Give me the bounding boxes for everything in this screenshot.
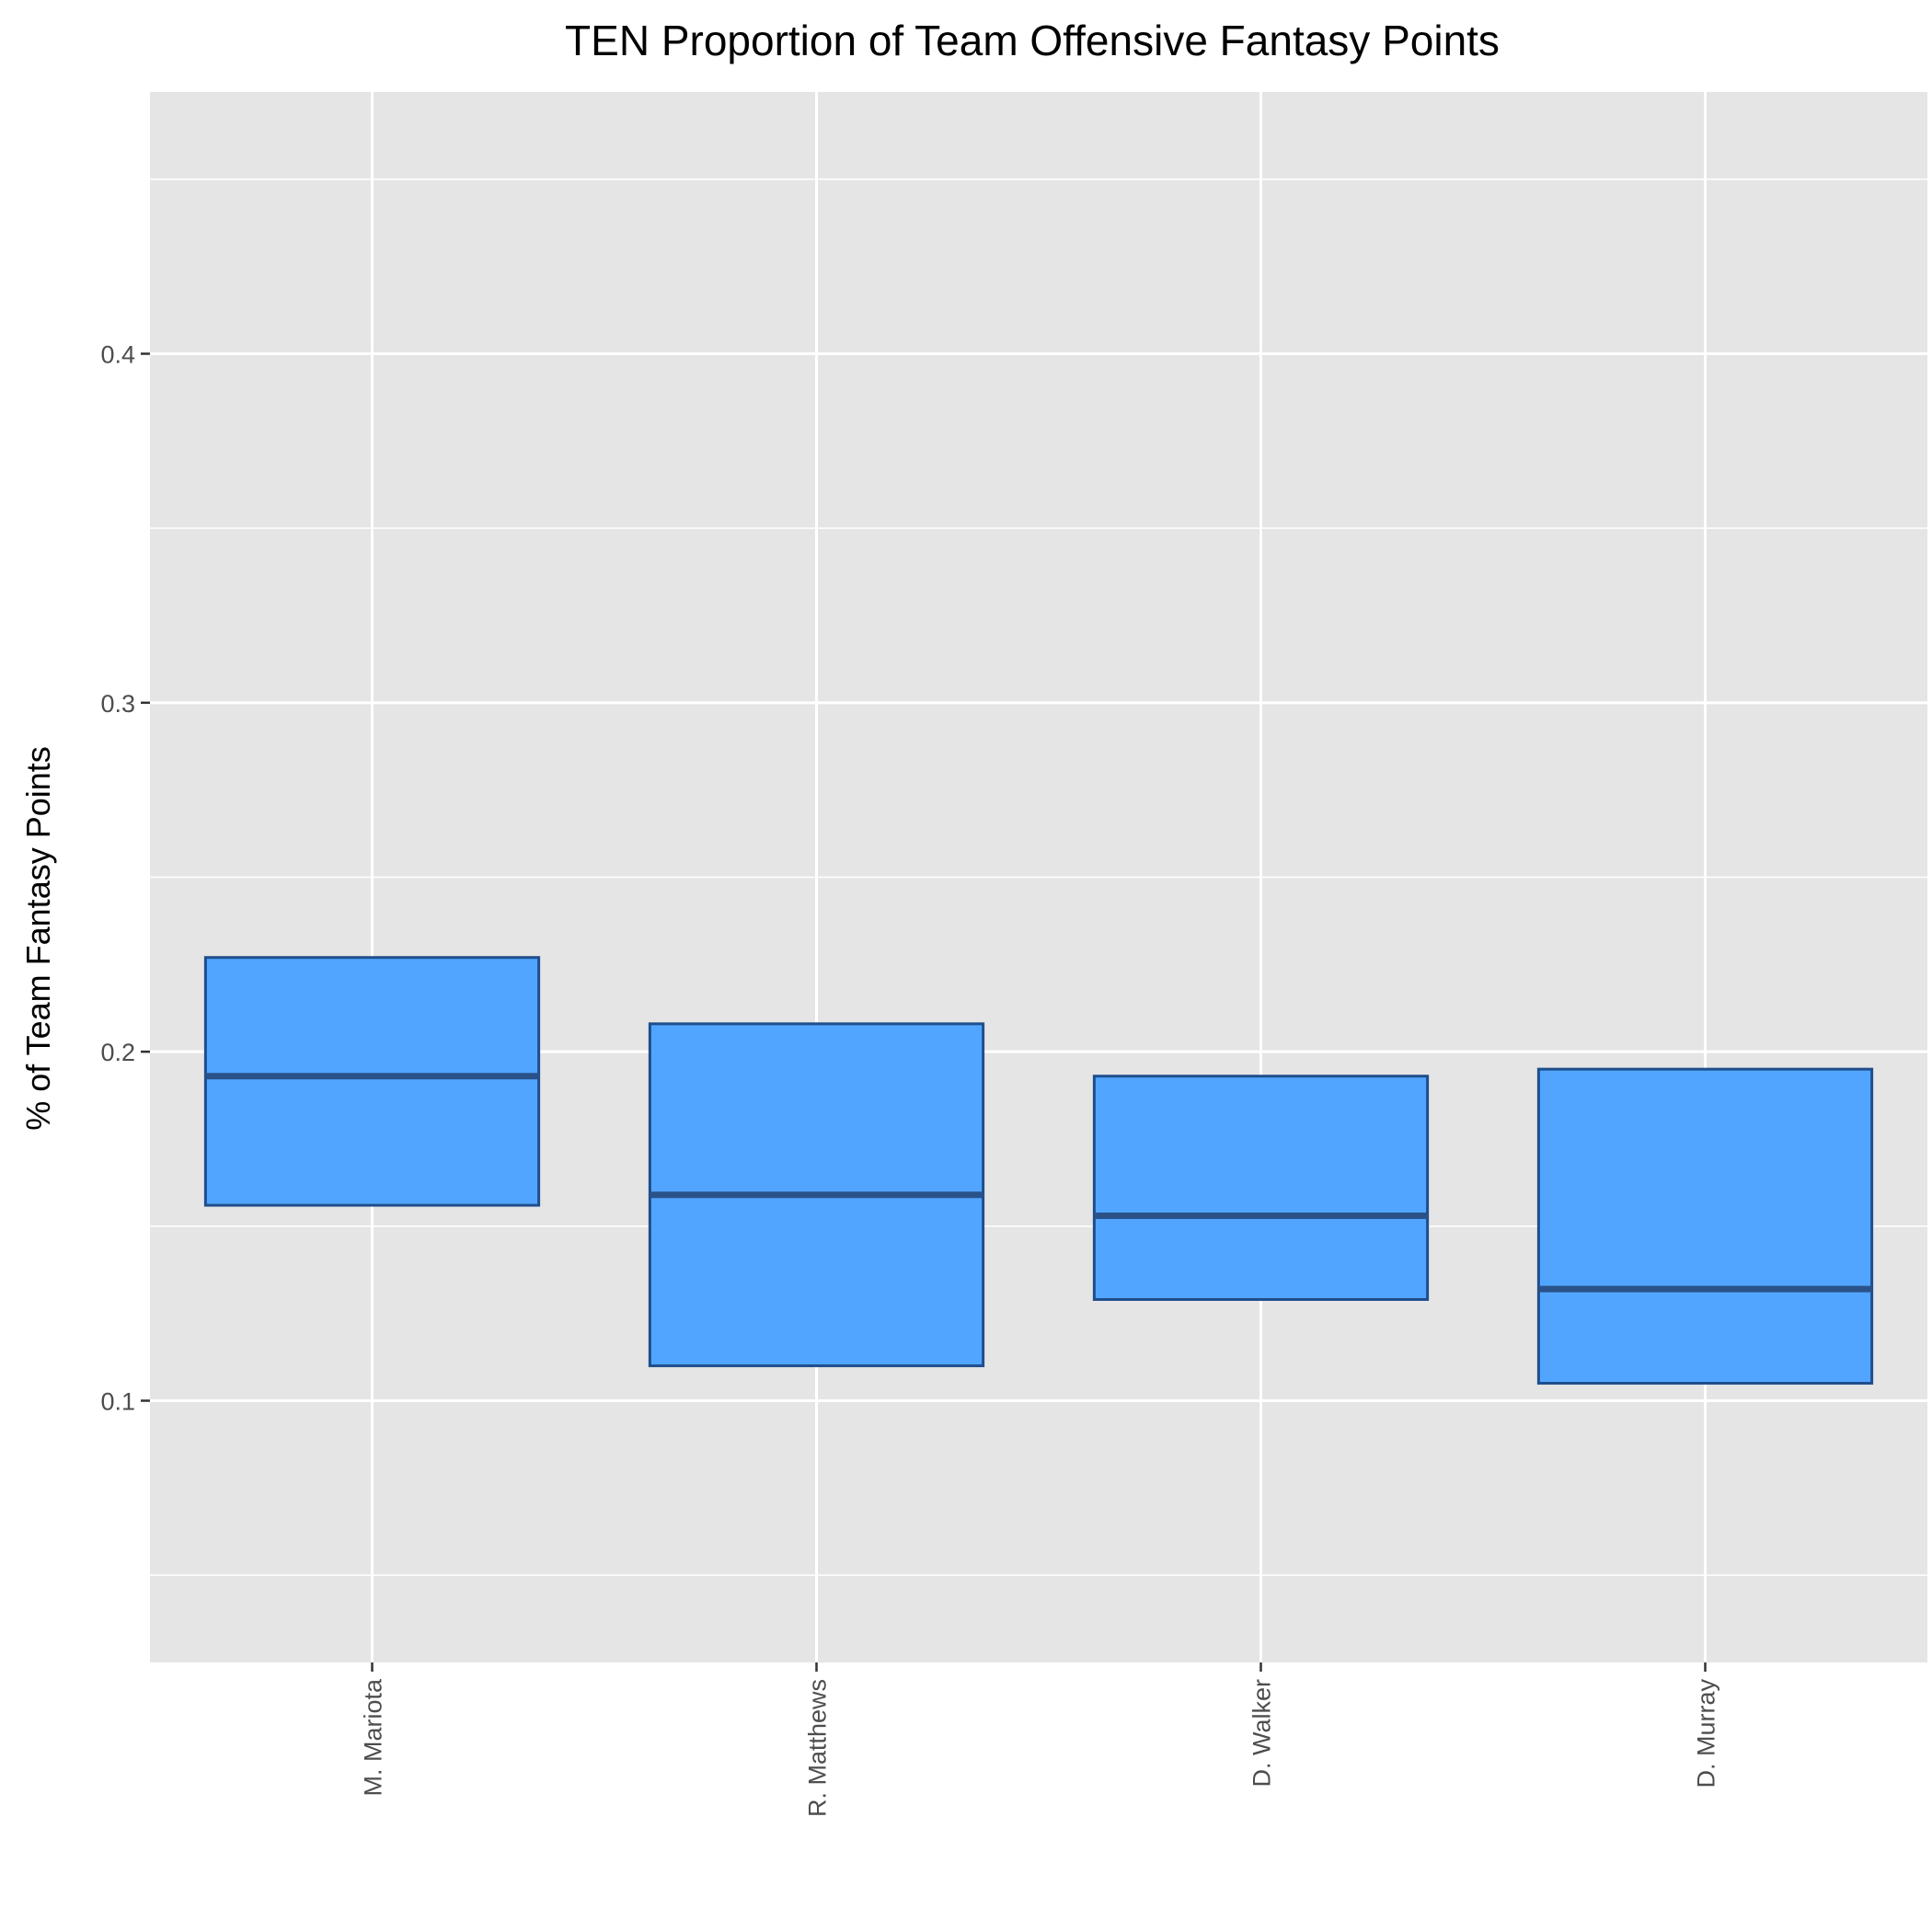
box: [203, 956, 541, 1207]
y-axis: 0.1 0.2 0.3 0.4: [100, 341, 150, 1416]
gridlines: [150, 92, 1927, 1662]
y-tick-label: 0.2: [100, 1039, 135, 1066]
box: [1536, 1067, 1874, 1386]
box: [1092, 1075, 1430, 1301]
x-tick-label: D. Murray: [1693, 1679, 1720, 1788]
x-tick-label: M. Mariota: [360, 1678, 387, 1797]
y-tick-label: 0.1: [100, 1388, 135, 1416]
y-tick-label: 0.3: [100, 690, 135, 718]
x-tick-label: R. Matthews: [804, 1679, 832, 1817]
y-axis-label: % of Team Fantasy Points: [19, 746, 57, 1131]
x-tick-label: D. Walker: [1248, 1679, 1276, 1788]
y-tick-label: 0.4: [100, 341, 135, 369]
chart-title: TEN Proportion of Team Offensive Fantasy…: [565, 17, 1500, 64]
x-axis: M. Mariota R. Matthews D. Walker D. Murray: [360, 1662, 1720, 1817]
boxes: [203, 956, 1874, 1386]
